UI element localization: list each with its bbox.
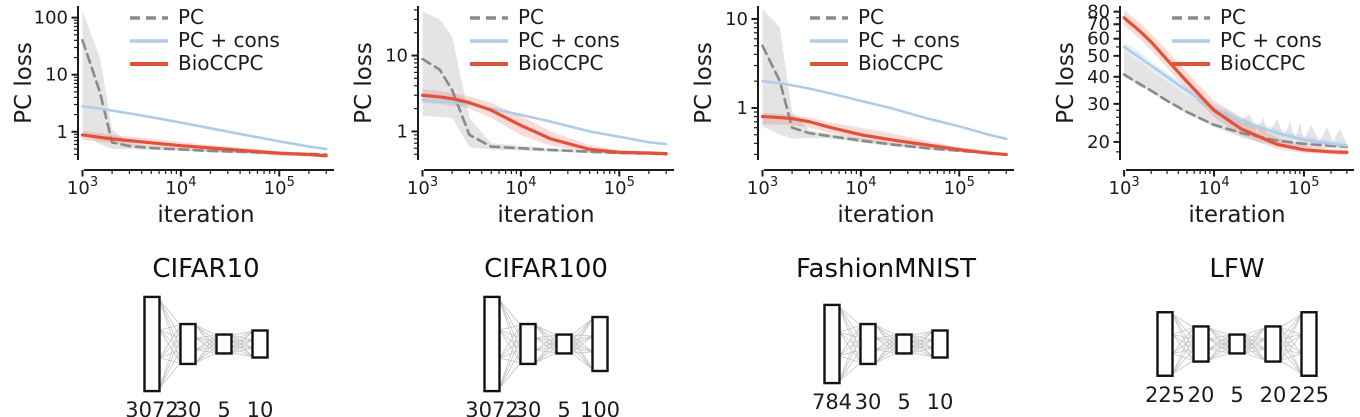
diagram-panel-fashionmnist: FashionMNIST 784 30 5 10 [680, 232, 1020, 417]
diagram-panel-cifar100: CIFAR100 3072 30 5 100 [340, 232, 680, 417]
svg-text:20: 20 [1087, 132, 1110, 153]
svg-text:PC + cons: PC + cons [518, 28, 620, 52]
svg-text:10: 10 [725, 9, 748, 30]
svg-text:10: 10 [45, 65, 68, 86]
svg-text:225: 225 [1145, 383, 1185, 407]
svg-text:30: 30 [515, 398, 542, 417]
svg-text:103: 103 [67, 175, 98, 199]
svg-text:PC: PC [518, 5, 544, 29]
svg-text:105: 105 [604, 175, 635, 199]
svg-text:5: 5 [1230, 383, 1243, 407]
loss-charts-row: 103 104 105 1 10 100 PC loss iteration PC PC + co… [0, 0, 1360, 232]
svg-text:PC + cons: PC + cons [178, 28, 280, 52]
svg-text:1: 1 [57, 122, 68, 143]
svg-text:104: 104 [165, 175, 196, 199]
svg-text:20: 20 [1260, 383, 1287, 407]
svg-text:1: 1 [737, 98, 748, 119]
svg-text:10: 10 [385, 46, 408, 67]
architecture-diagram-fashionmnist: 784 30 5 10 [812, 303, 954, 414]
svg-text:PC loss: PC loss [1053, 42, 1079, 124]
svg-text:30: 30 [1087, 94, 1110, 115]
svg-text:BioCCPC: BioCCPC [518, 51, 603, 75]
svg-text:PC + cons: PC + cons [1220, 28, 1322, 52]
svg-text:iteration: iteration [1188, 202, 1285, 228]
svg-text:PC: PC [1220, 5, 1246, 29]
svg-text:10: 10 [247, 398, 274, 417]
svg-text:5: 5 [897, 390, 910, 414]
svg-text:PC: PC [178, 5, 204, 29]
architecture-diagrams-row: CIFAR10 3072 30 5 10 CIFAR100 3072 30 5 100 Fa… [0, 232, 1360, 417]
svg-text:PC loss: PC loss [691, 42, 717, 124]
svg-text:iteration: iteration [837, 202, 934, 228]
svg-text:1: 1 [397, 121, 408, 142]
svg-text:225: 225 [1289, 383, 1329, 407]
diagram-panel-lfw: LFW 225 20 5 20 225 [1020, 232, 1360, 417]
svg-text:105: 105 [1288, 175, 1319, 199]
chart-panel-fashionmnist: 103 104 105 1 10 PC loss iteration PC PC + cons B… [680, 0, 1020, 232]
svg-text:105: 105 [944, 175, 975, 199]
svg-text:BioCCPC: BioCCPC [1220, 51, 1305, 75]
svg-text:70: 70 [1087, 14, 1110, 35]
svg-text:100: 100 [580, 398, 620, 417]
chart-panel-cifar100: 103 104 105 1 10 PC loss iteration PC PC + cons B… [340, 0, 680, 232]
svg-text:PC: PC [858, 5, 884, 29]
svg-text:30: 30 [855, 390, 882, 414]
dataset-title-lfw: LFW [1209, 254, 1265, 284]
svg-text:PC + cons: PC + cons [858, 28, 960, 52]
svg-text:PC loss: PC loss [351, 42, 377, 124]
svg-text:104: 104 [1198, 175, 1229, 199]
svg-text:105: 105 [264, 175, 295, 199]
svg-text:PC loss: PC loss [11, 42, 37, 124]
svg-text:784: 784 [812, 390, 852, 414]
svg-text:20: 20 [1188, 383, 1215, 407]
svg-text:iteration: iteration [157, 202, 254, 228]
svg-text:BioCCPC: BioCCPC [858, 51, 943, 75]
dataset-title-fashionmnist: FashionMNIST [795, 254, 977, 284]
svg-text:5: 5 [557, 398, 570, 417]
svg-text:5: 5 [217, 398, 230, 417]
svg-text:80: 80 [1087, 2, 1110, 23]
svg-text:104: 104 [845, 175, 876, 199]
svg-text:100: 100 [34, 8, 68, 29]
svg-text:50: 50 [1087, 46, 1110, 67]
svg-text:103: 103 [747, 175, 778, 199]
svg-text:60: 60 [1087, 29, 1110, 50]
svg-text:10: 10 [927, 390, 954, 414]
dataset-title-cifar10: CIFAR10 [152, 254, 260, 284]
chart-panel-lfw: 103 104 105 20 30 40 50 60 70 80 PC loss iteration P… [1020, 0, 1360, 232]
svg-text:iteration: iteration [497, 202, 594, 228]
architecture-diagram-lfw: 225 20 5 20 225 [1145, 311, 1329, 407]
svg-text:3072: 3072 [125, 398, 178, 417]
svg-text:104: 104 [505, 175, 536, 199]
svg-text:40: 40 [1087, 67, 1110, 88]
svg-text:103: 103 [407, 175, 438, 199]
diagram-panel-cifar10: CIFAR10 3072 30 5 10 [0, 232, 340, 417]
svg-text:BioCCPC: BioCCPC [178, 51, 263, 75]
svg-text:3072: 3072 [465, 398, 518, 417]
svg-text:103: 103 [1109, 175, 1140, 199]
chart-panel-cifar10: 103 104 105 1 10 100 PC loss iteration PC PC + co… [0, 0, 340, 232]
svg-text:30: 30 [175, 398, 202, 417]
dataset-title-cifar100: CIFAR100 [484, 254, 608, 284]
